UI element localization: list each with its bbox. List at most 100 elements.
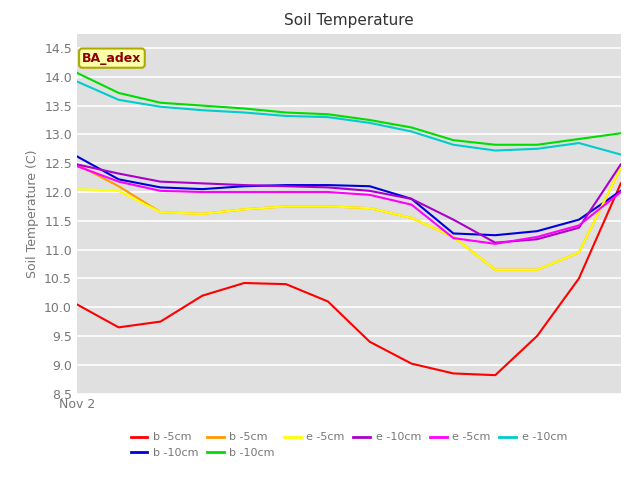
b -5cm xyxy=(408,215,415,221)
e -10cm xyxy=(324,184,332,190)
b -5cm xyxy=(575,250,583,255)
b -5cm xyxy=(73,161,81,167)
b -5cm xyxy=(282,281,290,287)
e -10cm xyxy=(617,152,625,157)
e -10cm xyxy=(157,179,164,184)
e -5cm xyxy=(617,189,625,195)
e -5cm xyxy=(492,241,499,247)
b -5cm xyxy=(73,301,81,307)
e -10cm xyxy=(492,148,499,154)
e -10cm xyxy=(115,97,122,103)
Text: BA_adex: BA_adex xyxy=(82,51,141,65)
e -5cm xyxy=(492,267,499,273)
e -5cm xyxy=(241,206,248,212)
Line: e -10cm: e -10cm xyxy=(77,164,621,243)
Line: b -10cm: b -10cm xyxy=(77,156,621,235)
b -10cm xyxy=(241,106,248,111)
b -10cm xyxy=(282,182,290,188)
b -5cm xyxy=(449,371,457,376)
b -10cm xyxy=(198,186,206,192)
b -5cm xyxy=(157,209,164,215)
b -10cm xyxy=(533,142,541,148)
b -10cm xyxy=(492,142,499,148)
b -10cm xyxy=(449,137,457,143)
Title: Soil Temperature: Soil Temperature xyxy=(284,13,413,28)
e -5cm xyxy=(533,234,541,240)
e -5cm xyxy=(575,223,583,228)
e -10cm xyxy=(157,104,164,109)
b -5cm xyxy=(198,293,206,299)
e -10cm xyxy=(366,188,374,194)
b -5cm xyxy=(617,180,625,186)
b -10cm xyxy=(617,131,625,136)
e -5cm xyxy=(449,235,457,241)
b -10cm xyxy=(324,111,332,117)
b -5cm xyxy=(324,299,332,304)
e -5cm xyxy=(408,202,415,207)
Y-axis label: Soil Temperature (C): Soil Temperature (C) xyxy=(26,149,38,278)
b -5cm xyxy=(492,372,499,378)
b -10cm xyxy=(73,70,81,76)
b -10cm xyxy=(115,90,122,96)
b -5cm xyxy=(366,339,374,345)
e -5cm xyxy=(324,204,332,209)
e -5cm xyxy=(115,188,122,194)
e -10cm xyxy=(408,196,415,202)
e -10cm xyxy=(198,108,206,113)
e -5cm xyxy=(533,267,541,273)
e -5cm xyxy=(73,163,81,169)
b -10cm xyxy=(366,117,374,123)
e -10cm xyxy=(282,183,290,189)
b -5cm xyxy=(575,276,583,281)
b -10cm xyxy=(575,136,583,142)
b -5cm xyxy=(617,165,625,171)
b -10cm xyxy=(241,183,248,189)
e -5cm xyxy=(157,188,164,194)
e -10cm xyxy=(492,240,499,246)
b -10cm xyxy=(115,177,122,182)
Legend: b -5cm, b -10cm, b -5cm, b -10cm, e -5cm, e -10cm, e -5cm, e -10cm: b -5cm, b -10cm, b -5cm, b -10cm, e -5cm… xyxy=(126,428,572,462)
b -5cm xyxy=(157,319,164,324)
b -10cm xyxy=(157,100,164,106)
b -10cm xyxy=(408,196,415,202)
e -10cm xyxy=(408,129,415,134)
Line: b -5cm: b -5cm xyxy=(77,164,621,270)
b -5cm xyxy=(366,205,374,211)
e -10cm xyxy=(533,146,541,152)
e -5cm xyxy=(157,209,164,215)
b -10cm xyxy=(492,232,499,238)
b -5cm xyxy=(492,267,499,273)
e -10cm xyxy=(198,180,206,186)
e -10cm xyxy=(324,114,332,120)
b -5cm xyxy=(533,267,541,273)
e -10cm xyxy=(282,113,290,119)
e -10cm xyxy=(449,142,457,148)
Line: b -10cm: b -10cm xyxy=(77,73,621,145)
e -10cm xyxy=(575,225,583,230)
b -10cm xyxy=(157,184,164,190)
Line: e -5cm: e -5cm xyxy=(77,166,621,244)
Line: e -10cm: e -10cm xyxy=(77,82,621,155)
e -5cm xyxy=(366,192,374,198)
b -10cm xyxy=(282,109,290,115)
b -10cm xyxy=(73,154,81,159)
b -10cm xyxy=(533,228,541,234)
e -5cm xyxy=(198,189,206,195)
e -5cm xyxy=(617,165,625,171)
e -10cm xyxy=(73,79,81,84)
e -10cm xyxy=(241,109,248,115)
e -10cm xyxy=(115,171,122,177)
e -5cm xyxy=(282,189,290,195)
e -5cm xyxy=(324,189,332,195)
b -10cm xyxy=(324,182,332,188)
b -5cm xyxy=(449,234,457,240)
e -5cm xyxy=(449,234,457,240)
e -10cm xyxy=(449,217,457,223)
e -5cm xyxy=(241,189,248,195)
b -5cm xyxy=(408,361,415,367)
b -5cm xyxy=(115,324,122,330)
b -5cm xyxy=(241,206,248,212)
b -5cm xyxy=(198,211,206,217)
b -5cm xyxy=(282,204,290,209)
b -5cm xyxy=(324,204,332,209)
